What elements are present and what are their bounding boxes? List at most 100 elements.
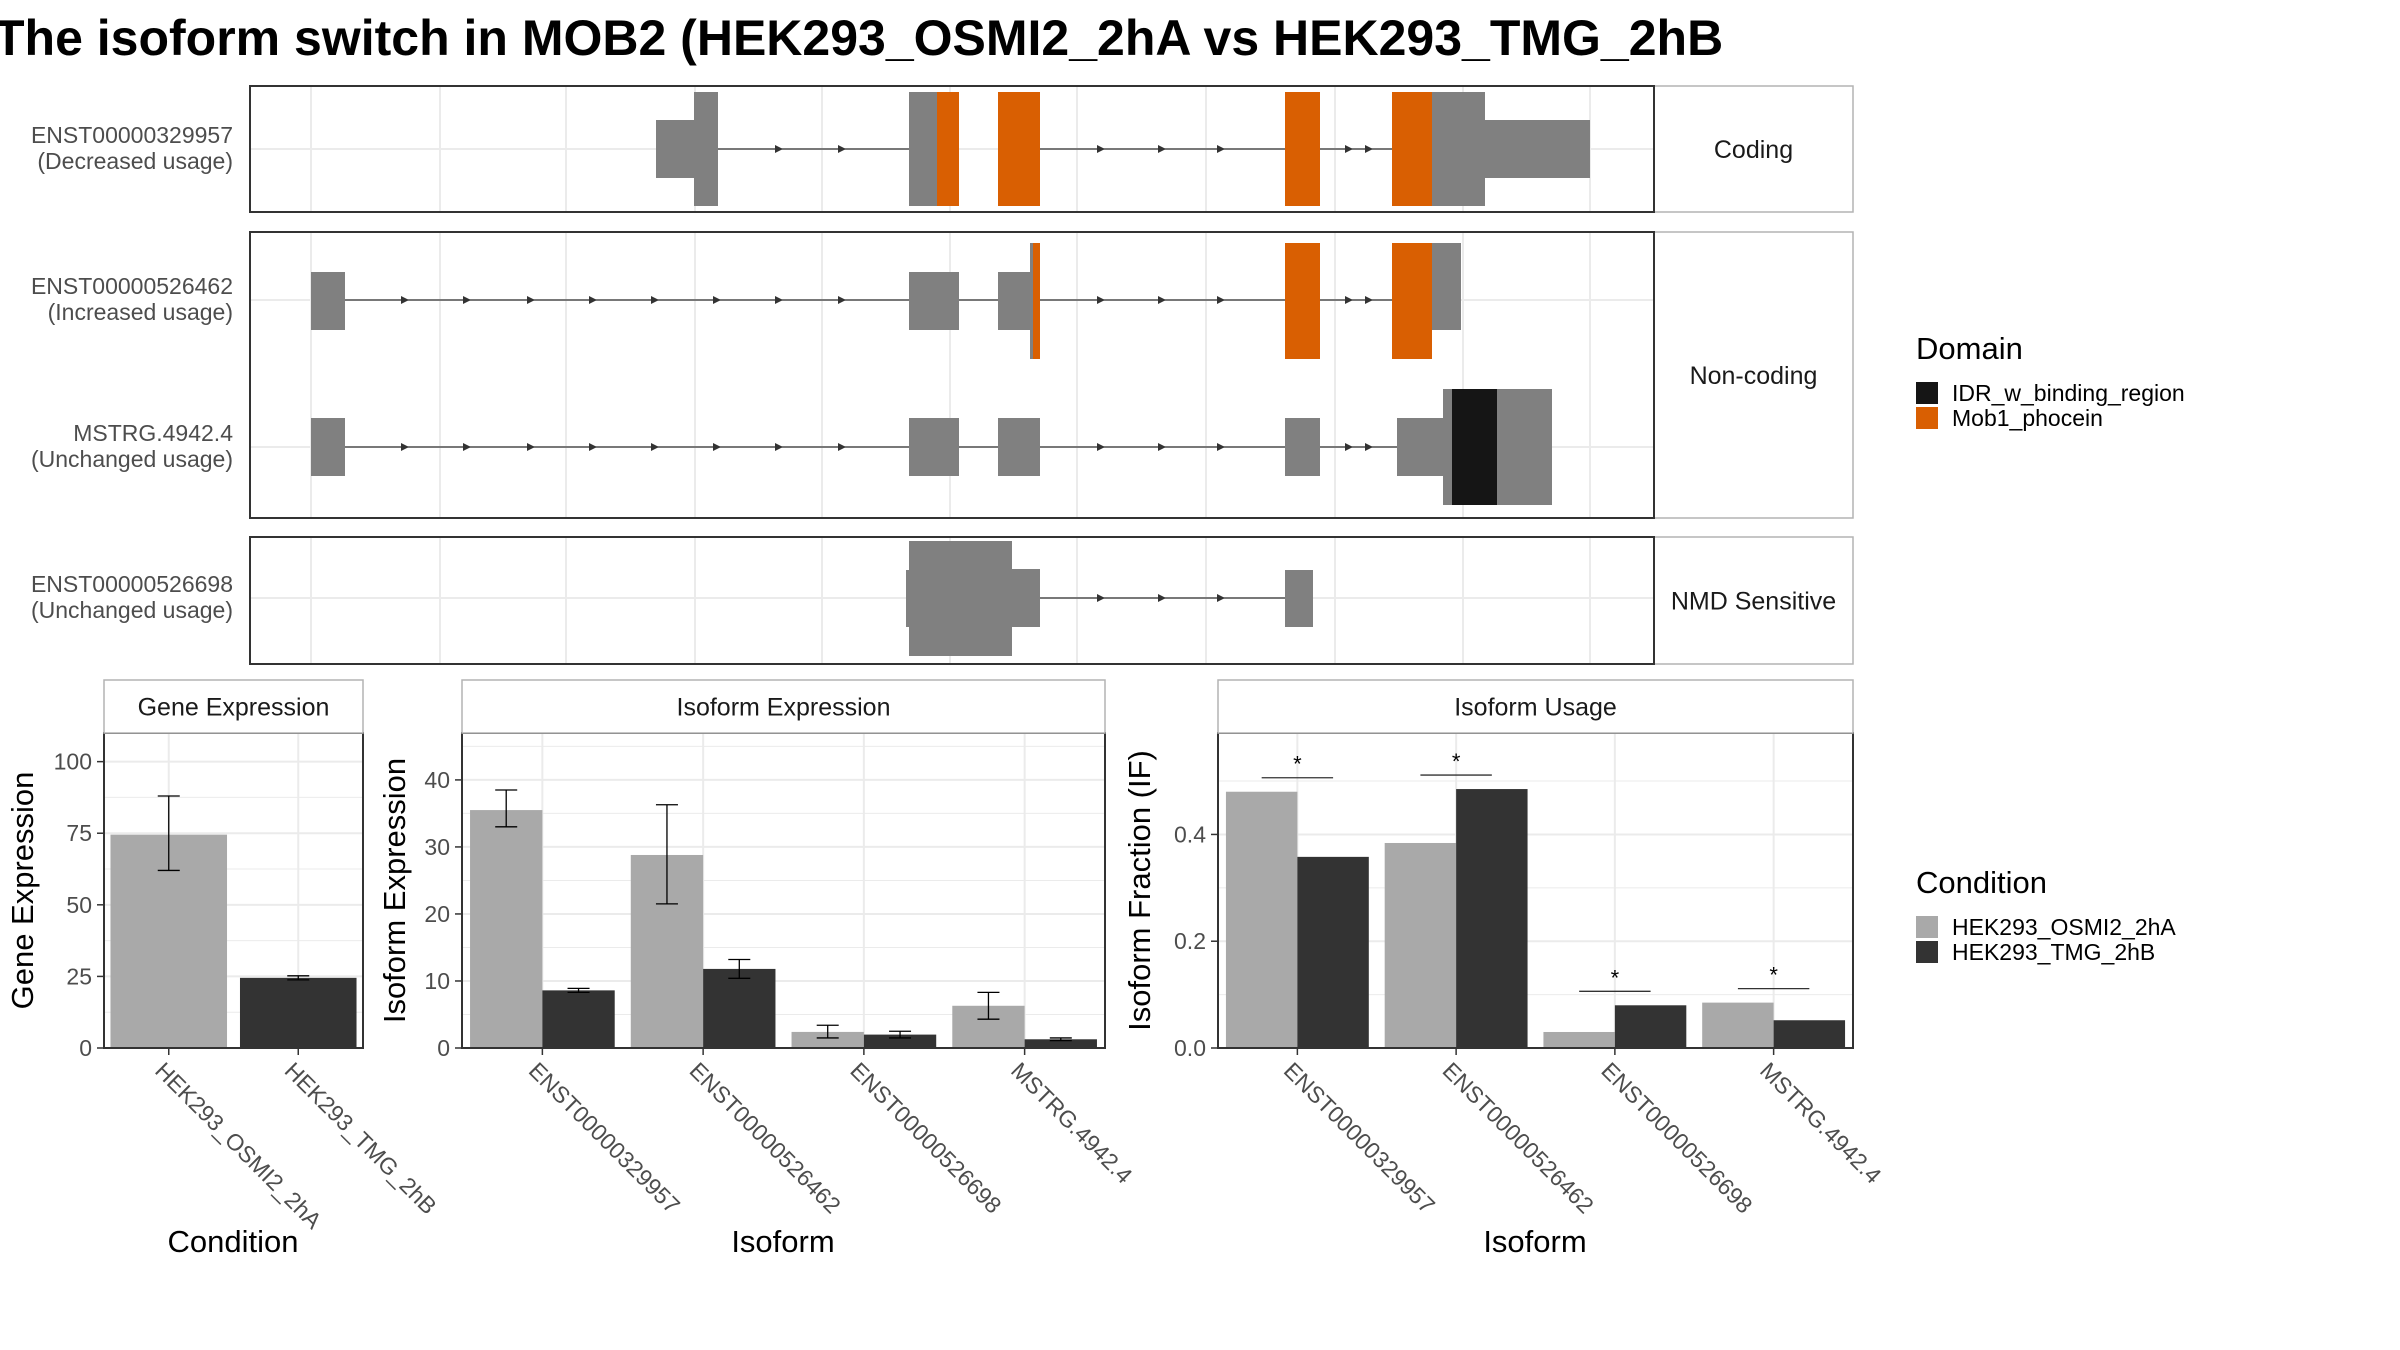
- direction-arrow: [1097, 443, 1105, 451]
- exon-block: [909, 272, 959, 330]
- exon-block: [311, 418, 345, 476]
- strip-label: Gene Expression: [138, 694, 330, 722]
- strip-label: NMD Sensitive: [1671, 588, 1836, 616]
- x-axis-title: Isoform: [731, 1224, 834, 1259]
- direction-arrow: [651, 443, 659, 451]
- legend-label: HEK293_OSMI2_2hA: [1952, 914, 2176, 940]
- exon-block: [1285, 570, 1313, 627]
- strip-box: [1653, 85, 1854, 213]
- strip-label: Isoform Expression: [677, 694, 891, 722]
- bar: [1543, 1031, 1615, 1048]
- transcript-row: MSTRG.4942.4(Unchanged usage): [31, 389, 1552, 505]
- transcript-row: ENST00000526698(Unchanged usage): [31, 541, 1313, 656]
- legend-label: Mob1_phocein: [1952, 405, 2103, 431]
- bar: [239, 977, 357, 1048]
- exon-block: [909, 92, 937, 206]
- bar: [470, 810, 543, 1048]
- direction-arrow: [1217, 594, 1225, 602]
- transcript-usage: (Decreased usage): [37, 148, 233, 174]
- chart-isoform-usage: * * * * Isoform Usage 0.0 0.2 0.4 ENST0000032995…: [1122, 679, 1887, 1259]
- direction-arrow: [463, 443, 471, 451]
- y-tick-label: 0.0: [1174, 1035, 1206, 1061]
- direction-arrow: [1365, 443, 1373, 451]
- y-tick-label: 20: [424, 901, 450, 927]
- exon-block: [1443, 389, 1454, 505]
- significance-mark: *: [1452, 749, 1461, 774]
- direction-arrow: [775, 145, 783, 153]
- direction-arrow: [401, 443, 409, 451]
- direction-arrow: [1217, 145, 1225, 153]
- panel-border: [249, 231, 1655, 519]
- direction-arrow: [1217, 443, 1225, 451]
- exon-block: [909, 418, 959, 476]
- transcript-usage: (Unchanged usage): [31, 446, 233, 472]
- structure-panel-non-coding: Non-coding: [250, 231, 1854, 519]
- y-tick-label: 10: [424, 968, 450, 994]
- bar: [1614, 1005, 1687, 1048]
- strip-box: [461, 679, 1106, 734]
- bar: [1456, 789, 1528, 1048]
- bar: [1024, 1039, 1097, 1048]
- exon-block: [998, 418, 1040, 476]
- exon-block: [1012, 569, 1040, 627]
- x-tick-label: MSTRG.4942.4: [1755, 1057, 1887, 1189]
- y-tick-label: 0.2: [1174, 928, 1206, 954]
- exon-block: [1392, 92, 1432, 206]
- exon-block: [998, 272, 1030, 330]
- x-tick-label: ENST00000526462: [1438, 1057, 1599, 1218]
- direction-arrow: [838, 443, 846, 451]
- x-tick-label: ENST00000329957: [1279, 1057, 1440, 1218]
- direction-arrow: [589, 443, 597, 451]
- y-axis-title: Isoform Expression: [377, 758, 412, 1023]
- exon-block: [1033, 243, 1040, 359]
- direction-arrow: [527, 443, 535, 451]
- direction-arrow: [1365, 296, 1373, 304]
- legend-swatch: [1916, 941, 1938, 963]
- exon-block: [1285, 418, 1320, 476]
- exon-block: [1285, 243, 1320, 359]
- direction-arrow: [651, 296, 659, 304]
- strip-box: [103, 679, 364, 734]
- x-tick-label: MSTRG.4942.4: [1006, 1057, 1138, 1189]
- direction-arrow: [1345, 145, 1353, 153]
- y-tick-label: 0: [437, 1035, 450, 1061]
- legend-title: Condition: [1916, 865, 2047, 900]
- y-tick-label: 25: [66, 963, 92, 989]
- direction-arrow: [1345, 443, 1353, 451]
- direction-arrow: [589, 296, 597, 304]
- bar: [791, 1031, 864, 1048]
- direction-arrow: [1158, 443, 1166, 451]
- bar: [1384, 842, 1457, 1048]
- bar: [863, 1034, 937, 1048]
- legend-title: Domain: [1916, 331, 2023, 366]
- legend-label: IDR_w_binding_region: [1952, 380, 2185, 406]
- transcript-structure-panel: Coding Non-coding NMD Sensitive ENST0000032…: [31, 85, 1854, 665]
- direction-arrow: [1158, 296, 1166, 304]
- bar: [542, 990, 615, 1048]
- y-tick-label: 50: [66, 892, 92, 918]
- strip-label: Coding: [1714, 136, 1793, 164]
- y-tick-label: 0.4: [1174, 821, 1206, 847]
- bar: [703, 968, 776, 1048]
- transcript-usage: (Unchanged usage): [31, 597, 233, 623]
- exon-block: [1452, 389, 1497, 505]
- exon-block: [1432, 92, 1485, 206]
- exon-block: [1285, 92, 1320, 206]
- x-tick-label: ENST00000526698: [845, 1057, 1006, 1218]
- direction-arrow: [775, 296, 783, 304]
- transcript-id: ENST00000329957: [31, 122, 233, 148]
- y-tick-label: 100: [54, 749, 92, 775]
- legend-label: HEK293_TMG_2hB: [1952, 939, 2155, 965]
- chart-isoform-expression: Isoform Expression 0 10 20 30 40 ENST000003299…: [377, 679, 1138, 1259]
- expression-charts: Gene Expression0255075100HEK293_OSMI2_2h…: [5, 679, 1887, 1259]
- exon-block: [694, 92, 718, 206]
- exon-block: [311, 272, 345, 330]
- direction-arrow: [1158, 145, 1166, 153]
- strip-box: [1653, 536, 1854, 665]
- exon-block: [937, 92, 959, 206]
- direction-arrow: [1217, 296, 1225, 304]
- bar: [1702, 1002, 1774, 1048]
- exon-block: [1432, 243, 1461, 330]
- transcript-id: ENST00000526698: [31, 571, 233, 597]
